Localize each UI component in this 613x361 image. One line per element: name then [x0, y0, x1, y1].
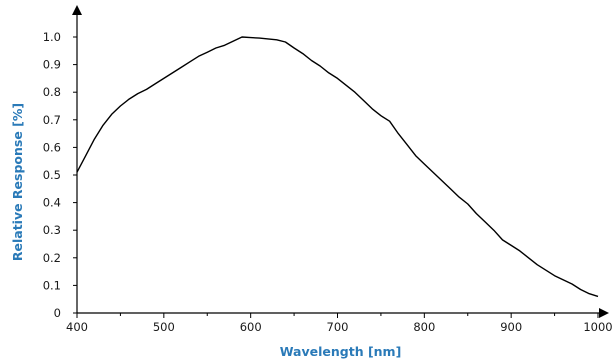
x-tick-label: 600	[240, 320, 262, 334]
x-axis-title: Wavelength [nm]	[280, 344, 402, 359]
y-tick-label: 1.0	[43, 30, 61, 44]
x-tick-label: 900	[500, 320, 522, 334]
y-tick-label: 0.9	[43, 58, 61, 72]
y-tick-label: 0.2	[43, 251, 61, 265]
y-axis-title: Relative Response [%]	[10, 103, 25, 261]
series-layer	[76, 36, 599, 298]
y-tick-label: 0.7	[43, 113, 61, 127]
y-tick-label: 0.3	[43, 223, 61, 237]
x-tick-label: 800	[413, 320, 435, 334]
axes	[72, 5, 609, 318]
y-tick-label: 0.4	[43, 196, 61, 210]
axis-ticks	[73, 36, 599, 318]
y-tick-label: 0.8	[43, 85, 61, 99]
x-tick-label: 500	[153, 320, 175, 334]
series-line	[76, 36, 599, 298]
y-tick-label: 0	[54, 306, 61, 320]
x-tick-label: 700	[327, 320, 349, 334]
y-tick-label: 0.1	[43, 278, 61, 292]
y-tick-label: 0.5	[43, 168, 61, 182]
tick-labels: 400 500 600 700 800 900 1000 0 0.1 0.2 0.3 0.4 0.5 0.…	[43, 30, 613, 334]
x-tick-label: 400	[66, 320, 88, 334]
x-tick-label: 1000	[583, 320, 612, 334]
y-tick-label: 0.6	[43, 140, 61, 154]
